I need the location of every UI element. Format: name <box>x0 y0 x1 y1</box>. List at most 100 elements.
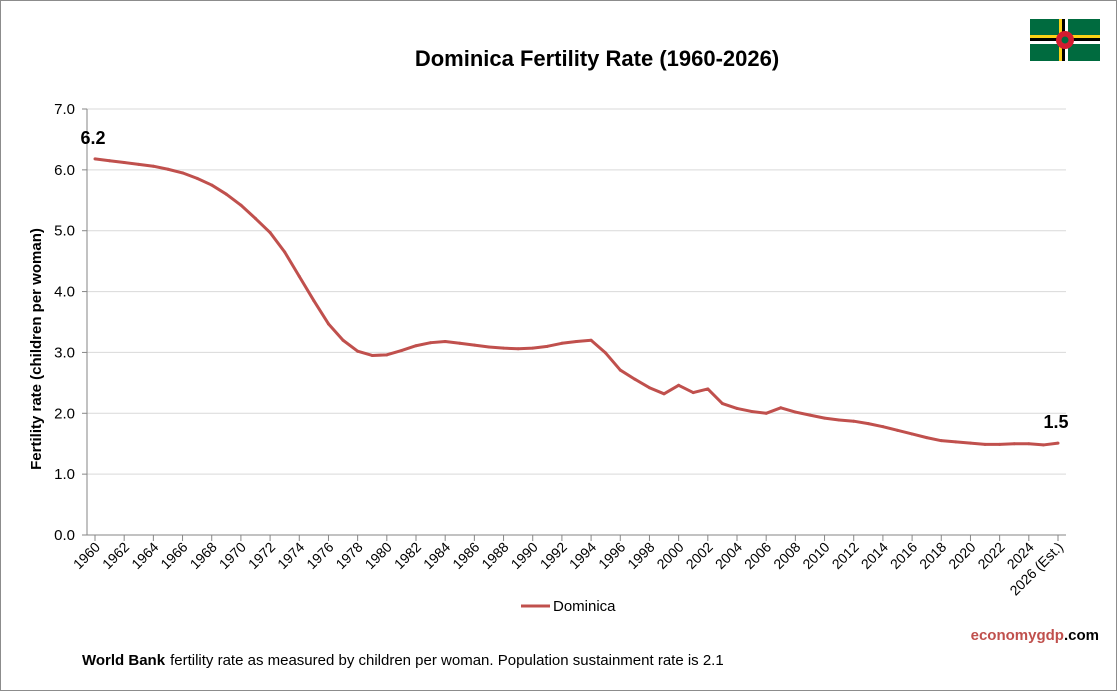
x-tick-label: 1968 <box>187 539 220 572</box>
data-point <box>122 161 126 165</box>
x-tick-label: 1978 <box>332 539 365 572</box>
x-tick-label: 2022 <box>974 539 1007 572</box>
x-tick-label: 1988 <box>478 539 511 572</box>
data-point <box>385 353 389 357</box>
data-point <box>793 410 797 414</box>
data-point <box>137 162 141 166</box>
data-point <box>968 441 972 445</box>
y-tick-label: 1.0 <box>54 466 75 483</box>
data-annotations: 6.2 1.5 <box>80 128 1068 432</box>
data-point <box>414 344 418 348</box>
data-point <box>852 419 856 423</box>
data-point <box>706 387 710 391</box>
data-point <box>589 338 593 342</box>
data-point <box>823 416 827 420</box>
x-tick-label: 1966 <box>157 539 190 572</box>
data-point <box>93 157 97 161</box>
data-point <box>575 339 578 343</box>
brand-part-gdp: gdp <box>1036 627 1064 644</box>
x-tick-label: 2018 <box>916 539 949 572</box>
x-tick-label: 1962 <box>99 539 132 572</box>
x-tick-label: 2008 <box>770 539 803 572</box>
data-point <box>326 322 330 326</box>
data-point <box>764 411 768 415</box>
y-axis-label: Fertility rate (children per woman) <box>28 228 45 470</box>
data-point <box>837 418 841 422</box>
data-point <box>881 425 885 429</box>
data-point <box>750 409 754 413</box>
x-tick-label: 1980 <box>362 539 395 572</box>
data-label: 1.5 <box>1043 412 1068 432</box>
x-tick-label: 1984 <box>420 539 453 572</box>
x-tick-label: 1994 <box>566 539 599 572</box>
x-tick-label: 2006 <box>741 539 774 572</box>
x-tick-label: 2020 <box>945 539 978 572</box>
data-point <box>531 346 535 350</box>
data-point <box>808 413 812 417</box>
data-point <box>691 391 695 395</box>
data-point <box>604 351 608 355</box>
data-point <box>983 442 987 446</box>
x-tick-label: 2004 <box>712 539 745 572</box>
data-point <box>516 347 520 351</box>
y-axis-ticks: 0.0 1.0 2.0 3.0 4.0 5.0 6.0 7.0 <box>54 101 87 544</box>
chart-title: Dominica Fertility Rate (1960-2026) <box>415 46 779 71</box>
data-point <box>633 377 637 381</box>
data-point <box>618 368 622 372</box>
x-tick-label: 1986 <box>449 539 482 572</box>
data-point <box>312 299 316 303</box>
data-point <box>356 349 360 353</box>
y-tick-label: 4.0 <box>54 284 75 301</box>
data-point <box>429 341 433 345</box>
brand-part-economy: economy <box>971 627 1038 644</box>
data-point <box>896 428 899 432</box>
data-point <box>910 432 914 436</box>
x-axis <box>86 109 1066 541</box>
data-point <box>224 192 228 196</box>
data-point <box>925 436 929 440</box>
data-point <box>545 344 549 348</box>
data-point <box>866 422 870 426</box>
data-point <box>341 338 345 342</box>
x-axis-tick-labels: 1960196219641966196819701972197419761978… <box>70 539 1066 599</box>
source-note: World Bank fertility rate as measured by … <box>82 652 724 669</box>
data-point <box>779 406 783 410</box>
data-point <box>1056 441 1060 445</box>
data-point <box>443 339 447 343</box>
x-tick-label: 2000 <box>653 539 686 572</box>
x-tick-label: 1976 <box>303 539 336 572</box>
gridlines <box>87 108 1066 475</box>
brand-watermark: economygdp.com <box>971 627 1099 644</box>
legend-label-dominica: Dominica <box>553 598 616 615</box>
data-point <box>1027 442 1031 446</box>
data-point <box>370 353 374 357</box>
legend: Dominica <box>521 598 616 615</box>
data-point <box>502 346 506 350</box>
y-tick-label: 3.0 <box>54 344 75 361</box>
data-point <box>108 159 112 163</box>
data-point <box>239 203 243 207</box>
data-point <box>647 386 651 390</box>
x-tick-label: 1990 <box>508 539 541 572</box>
data-point <box>954 440 958 444</box>
x-tick-label: 1964 <box>128 539 161 572</box>
x-tick-label: 1982 <box>391 539 424 572</box>
x-tick-label: 2002 <box>683 539 716 572</box>
data-point <box>151 164 155 168</box>
source-bold: World Bank <box>82 652 166 669</box>
series-line-dominica <box>94 157 1059 447</box>
dominica-flag-icon <box>1030 19 1100 61</box>
data-point <box>677 383 681 387</box>
x-tick-label: 1992 <box>537 539 570 572</box>
data-point <box>720 402 724 406</box>
data-point <box>195 176 199 180</box>
data-label: 6.2 <box>80 128 105 148</box>
y-tick-label: 5.0 <box>54 223 75 240</box>
data-point <box>662 392 666 396</box>
y-tick-label: 0.0 <box>54 527 75 544</box>
x-tick-label: 1996 <box>595 539 628 572</box>
data-point <box>297 274 301 278</box>
y-tick-label: 2.0 <box>54 405 75 422</box>
data-point <box>210 183 214 187</box>
